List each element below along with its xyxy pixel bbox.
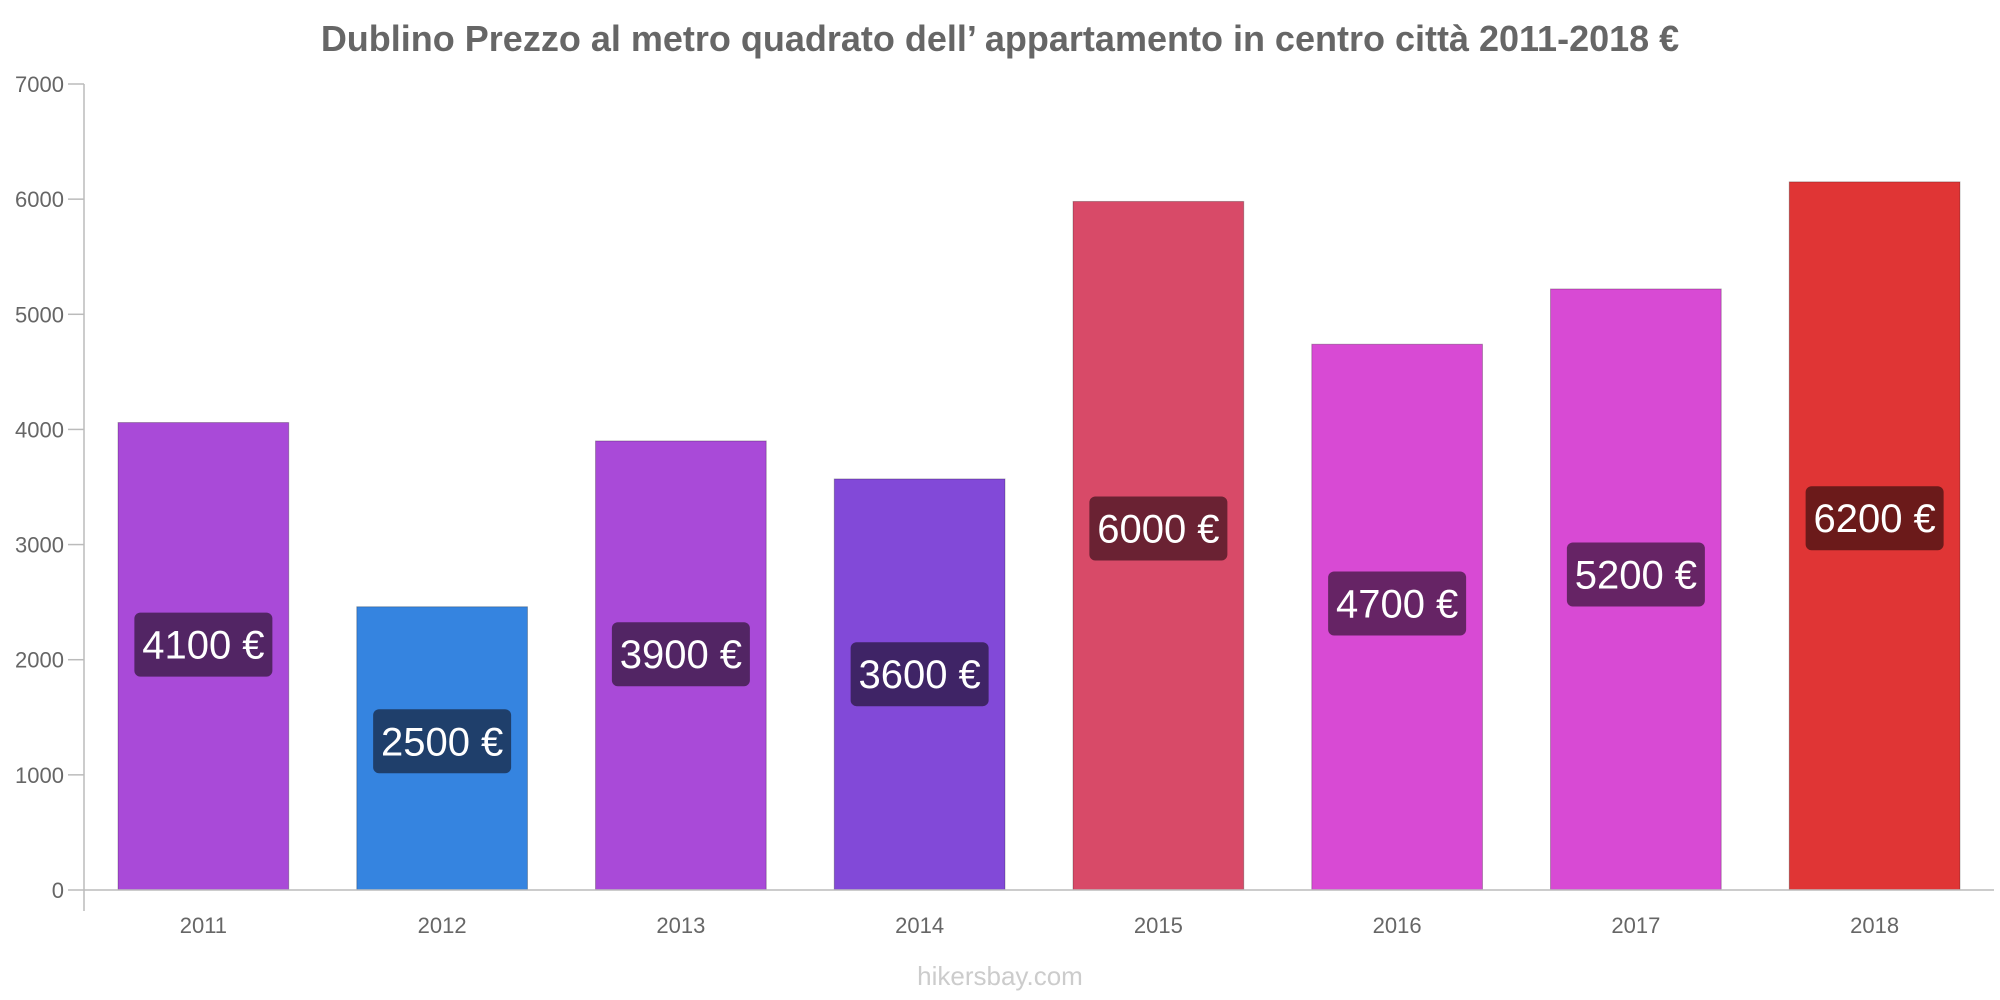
data-label-box: [850, 642, 989, 707]
data-label-box: [1089, 496, 1228, 561]
chart-title: Dublino Prezzo al metro quadrato dell’ a…: [320, 18, 1680, 59]
data-label: 3900 €: [620, 633, 742, 677]
x-tick-label: 2017: [1611, 913, 1660, 938]
x-tick-label: 2014: [895, 913, 944, 938]
x-tick-label: 2016: [1373, 913, 1422, 938]
data-label: 4700 €: [1336, 582, 1458, 626]
y-tick-label: 2000: [15, 648, 64, 673]
data-label-box: [134, 612, 273, 677]
y-tick-label: 7000: [15, 72, 64, 97]
watermark: hikersbay.com: [917, 961, 1083, 991]
data-label-box: [1805, 486, 1944, 551]
data-label: 4100 €: [142, 624, 264, 668]
y-tick-label: 3000: [15, 533, 64, 558]
data-label-box: [373, 709, 512, 774]
y-tick-label: 1000: [15, 763, 64, 788]
data-label-box: [611, 622, 750, 687]
x-tick-label: 2015: [1134, 913, 1183, 938]
data-label: 5200 €: [1575, 553, 1697, 597]
data-label-box: [1566, 542, 1705, 607]
data-label: 6000 €: [1097, 508, 1219, 552]
y-tick-label: 4000: [15, 417, 64, 442]
data-label: 6200 €: [1813, 497, 1935, 541]
x-tick-label: 2013: [656, 913, 705, 938]
x-axis: 2011 2012 2013 2014 2015 2016 2017 2018: [84, 889, 1994, 938]
x-tick-label: 2012: [418, 913, 467, 938]
x-tick-label: 2011: [180, 913, 227, 938]
x-tick-label: 2018: [1850, 913, 1899, 938]
bars: 4100 € 2500 € 3900 € 3600 € 6000 € 4700 € 5200…: [117, 181, 1961, 891]
y-tick-label: 0: [52, 878, 64, 903]
y-axis: 0 1000 2000 3000 4000 5000 6000 7000: [15, 72, 85, 911]
data-label-box: [1328, 571, 1467, 636]
y-tick-label: 6000: [15, 187, 64, 212]
data-label: 2500 €: [381, 720, 503, 764]
data-label: 3600 €: [858, 653, 980, 697]
y-tick-label: 5000: [15, 302, 64, 327]
